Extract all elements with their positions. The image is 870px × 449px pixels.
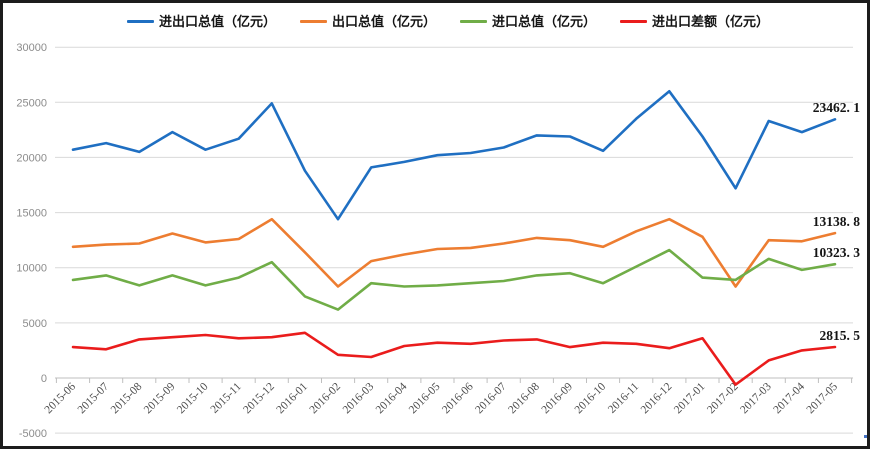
- legend-item: 进口总值（亿元）: [460, 15, 596, 28]
- trade-line-chart: 30000 25000 20000 15000 10000 5000 0 -5000 2015-…: [16, 42, 853, 440]
- x-axis-category-label: 2016-05: [407, 380, 443, 416]
- x-axis-category-label: 2015-08: [109, 380, 145, 416]
- series-line: [71, 248, 837, 311]
- legend-line-swatch: [460, 20, 488, 23]
- legend-label: 出口总值（亿元）: [332, 14, 437, 29]
- series-line: [71, 331, 837, 386]
- series-line: [71, 217, 837, 288]
- series-end-value-label: 13138. 8: [812, 214, 860, 229]
- legend-label: 进出口总值（亿元）: [159, 14, 277, 29]
- x-axis-category-label: 2015-12: [241, 380, 277, 416]
- legend-line-swatch: [620, 20, 648, 23]
- x-axis-category-label: 2016-02: [308, 380, 344, 416]
- x-axis-category-label: 2016-12: [639, 380, 675, 416]
- legend-line-swatch: [300, 20, 328, 23]
- x-axis-category-label: 2015-09: [142, 380, 178, 416]
- y-axis-tick-label: 20000: [16, 152, 47, 164]
- y-axis-tick-label: 10000: [16, 263, 47, 275]
- x-axis-category-label: 2015-11: [209, 380, 244, 415]
- chart-legend: 进出口总值（亿元） 出口总值（亿元） 进口总值（亿元） 进出口差额（亿元）: [127, 15, 769, 28]
- series-line: [71, 90, 837, 221]
- x-axis-category-label: 2016-01: [274, 380, 310, 416]
- y-axis-tick-label: 5000: [23, 318, 47, 330]
- x-axis-category-label: 2016-09: [540, 380, 576, 416]
- x-axis-category-label: 2017-05: [805, 380, 841, 416]
- legend-item: 进出口差额（亿元）: [620, 15, 769, 28]
- x-axis-category-label: 2016-06: [440, 380, 476, 416]
- series-end-value-label: 2815. 5: [819, 328, 861, 343]
- y-axis-tick-label: 0: [41, 373, 47, 385]
- x-axis-category-label: 2016-07: [473, 380, 509, 416]
- x-axis-category-label: 2017-01: [672, 380, 708, 416]
- series-end-value-label: 23462. 1: [812, 100, 860, 115]
- y-axis-tick-label: 15000: [16, 208, 47, 220]
- x-axis-category-label: 2016-04: [374, 380, 410, 416]
- legend-label: 进口总值（亿元）: [492, 14, 597, 29]
- x-axis-category-label: 2016-03: [341, 380, 377, 416]
- x-axis-category-label: 2017-04: [771, 380, 807, 416]
- y-axis-tick-label: 25000: [16, 97, 47, 109]
- x-axis-category-label: 2015-06: [43, 380, 79, 416]
- x-axis-category-label: 2016-08: [506, 380, 542, 416]
- y-axis-tick-label: 30000: [16, 42, 47, 54]
- legend-line-swatch: [127, 20, 154, 23]
- x-axis-category-label: 2017-03: [738, 380, 774, 416]
- x-axis-category-label: 2016-10: [573, 380, 609, 416]
- legend-item: 进出口总值（亿元）: [127, 15, 276, 28]
- edge-artifact-mark: [864, 435, 867, 438]
- legend-label: 进出口差额（亿元）: [652, 14, 770, 29]
- y-axis-tick-label: -5000: [19, 428, 47, 440]
- x-axis-category-label: 2015-10: [175, 380, 211, 416]
- x-axis-category-label: 2015-07: [76, 380, 112, 416]
- series-end-value-label: 10323. 3: [812, 245, 860, 260]
- legend-item: 出口总值（亿元）: [300, 15, 436, 28]
- x-axis-category-label: 2016-11: [606, 380, 641, 415]
